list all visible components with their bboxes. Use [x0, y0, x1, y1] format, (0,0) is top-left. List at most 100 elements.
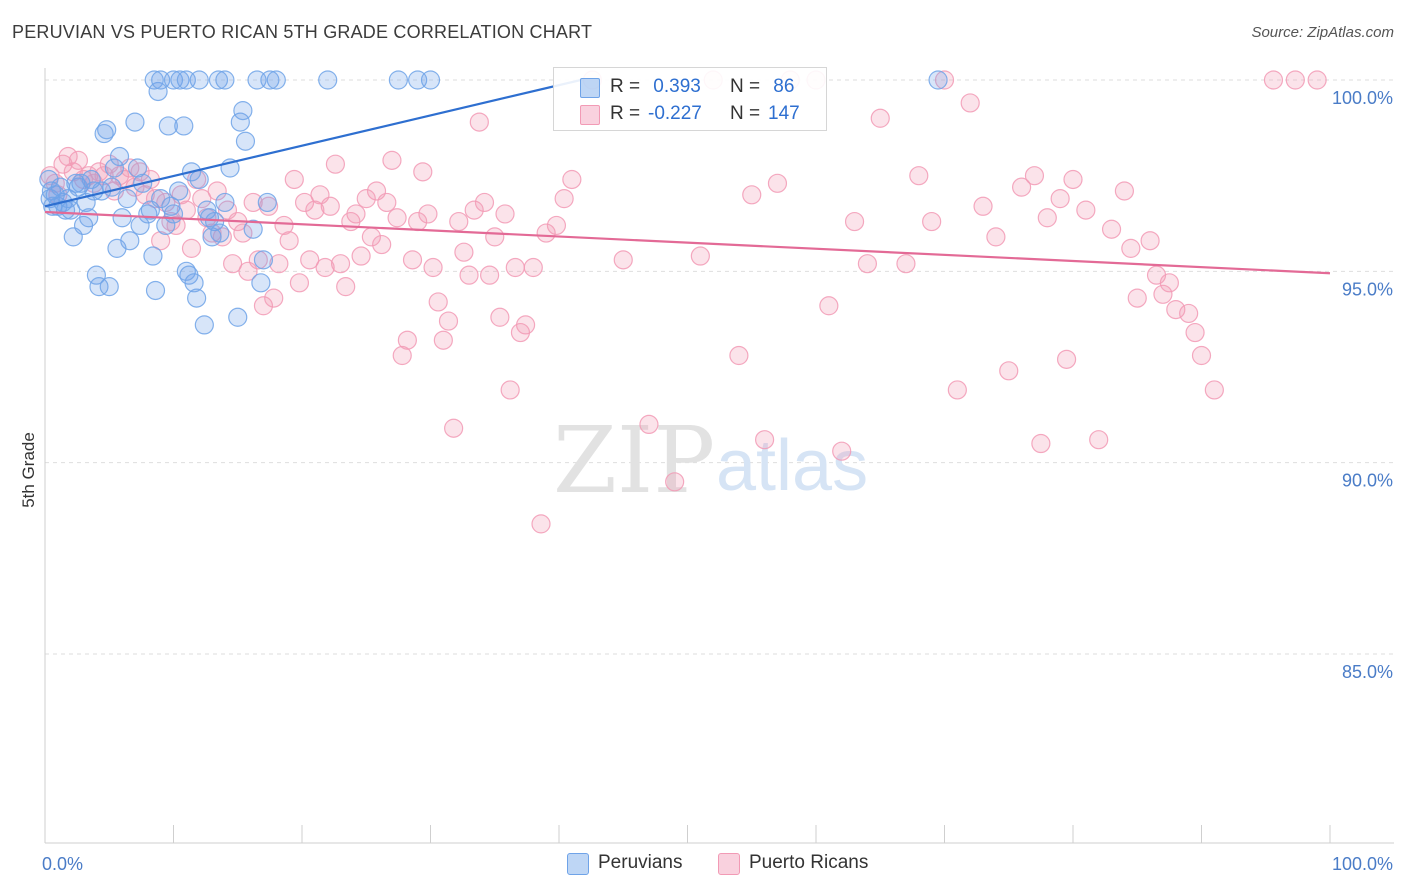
puerto-ricans-point	[351, 246, 371, 266]
puerto-ricans-point	[346, 204, 366, 224]
trend-lines	[44, 78, 1331, 275]
puerto-ricans-point	[531, 514, 551, 534]
peruvians-point	[210, 223, 230, 243]
puerto-ricans-point	[58, 146, 78, 167]
puerto-ricans-point	[325, 154, 346, 174]
watermark-zip: ZIP	[553, 407, 715, 514]
puerto-ricans-point	[1307, 70, 1327, 90]
puerto-ricans-point	[1024, 166, 1045, 186]
puerto-ricans-point	[500, 380, 520, 400]
puerto-ricans-point	[444, 418, 464, 438]
peruvians-point	[127, 158, 148, 178]
peruvians-point	[318, 70, 338, 90]
puerto-ricans-point	[418, 204, 438, 224]
puerto-ricans-point	[857, 254, 878, 274]
puerto-ricans-point	[233, 223, 253, 243]
peruvians-point	[253, 250, 274, 270]
puerto-ricans-point	[94, 166, 114, 186]
puerto-ricans-point	[459, 265, 479, 285]
peruvians-swatch	[567, 853, 589, 875]
y-tick-label: 100.0%	[1332, 88, 1393, 108]
puerto-ricans-point	[372, 234, 392, 255]
puerto-ricans-point	[392, 345, 412, 366]
peruvians-point	[148, 81, 168, 102]
puerto-ricans-point	[554, 189, 574, 209]
puerto-ricans-point	[156, 192, 176, 213]
puerto-ricans-point	[469, 112, 489, 132]
puerto-ricans-points	[40, 70, 1327, 534]
puerto-ricans-point	[284, 169, 304, 190]
peruvians-point	[161, 196, 181, 216]
legend-r-label: R =	[610, 103, 641, 124]
legend-swatch-blue	[580, 78, 600, 98]
puerto-ricans-point	[336, 277, 356, 297]
puerto-ricans-point	[1185, 322, 1205, 343]
peruvians-point	[208, 70, 229, 90]
peruvians-point	[86, 265, 107, 285]
peruvians-point	[260, 70, 280, 90]
peruvians-point	[144, 70, 164, 90]
puerto-ricans-point	[438, 311, 459, 331]
puerto-ricans-point	[1037, 208, 1057, 228]
legend-n-value: 86	[768, 76, 795, 97]
puerto-ricans-point	[754, 430, 775, 450]
chart-title: PERUVIAN VS PUERTO RICAN 5TH GRADE CORRE…	[12, 22, 593, 42]
puerto-ricans-point	[433, 330, 453, 350]
legend-r-value: -0.227	[648, 103, 702, 124]
puerto-ricans-point	[315, 257, 335, 278]
legend-r-label: R =	[610, 76, 641, 97]
puerto-ricans-point	[151, 231, 171, 251]
puerto-ricans-point	[505, 257, 525, 278]
puerto-ricans-point	[413, 162, 433, 182]
puerto-ricans-point	[1089, 430, 1109, 450]
legend-swatch-pink	[580, 105, 600, 125]
y-tick-label: 85.0%	[1342, 662, 1393, 682]
puerto-ricans-point	[999, 361, 1019, 381]
legend-row-puerto-ricans: R = -0.227 N = 147	[554, 101, 826, 129]
legend-r-value: 0.393	[648, 76, 701, 97]
puerto-ricans-point	[1159, 273, 1179, 293]
peruvians-point	[151, 189, 171, 209]
legend-n-label: N =	[730, 76, 761, 97]
puerto-ricans-point	[832, 441, 852, 461]
peruvians-point	[117, 189, 137, 209]
puerto-ricans-point	[243, 192, 263, 213]
puerto-ricans-point	[423, 257, 443, 278]
puerto-ricans-point	[320, 196, 340, 216]
peruvians-point	[257, 192, 277, 213]
puerto-ricans-point	[377, 192, 397, 213]
x-tick-label: 0.0%	[42, 854, 83, 874]
puerto-ricans-point	[1166, 300, 1186, 320]
puerto-ricans-point	[1140, 231, 1160, 251]
puerto-ricans-point	[192, 189, 212, 209]
grid-lines	[45, 79, 1394, 655]
peruvians-point	[228, 307, 248, 327]
peruvians-point	[156, 215, 176, 236]
watermark-atlas: atlas	[716, 426, 868, 506]
puerto-ricans-point	[546, 215, 567, 236]
puerto-ricans-point	[68, 150, 89, 170]
puerto-ricans-point	[264, 288, 284, 308]
puerto-ricans-point	[1063, 169, 1083, 190]
puerto-ricans-point	[279, 231, 299, 251]
peruvians-point	[174, 116, 194, 136]
puerto-ricans-point	[1114, 181, 1135, 201]
puerto-ricans-point	[922, 211, 942, 232]
watermark: ZIP atlas	[553, 407, 868, 514]
peruvians-point	[235, 131, 256, 151]
peruvians-point	[189, 70, 209, 90]
puerto-ricans-point	[515, 315, 536, 335]
peruvians-point	[169, 181, 189, 201]
peruvians-point	[230, 112, 250, 132]
peruvians-point	[97, 120, 117, 140]
puerto-ricans-point	[253, 296, 274, 316]
puerto-ricans-point	[1179, 303, 1199, 324]
puerto-ricans-point	[947, 380, 967, 400]
peruvians-point	[928, 70, 948, 90]
peruvians-point	[243, 219, 263, 239]
puerto-ricans-point	[300, 250, 320, 270]
peruvians-point	[215, 70, 235, 90]
puerto-ricans-point	[274, 215, 294, 236]
puerto-ricans-point	[181, 238, 202, 258]
puerto-ricans-point	[454, 242, 474, 262]
